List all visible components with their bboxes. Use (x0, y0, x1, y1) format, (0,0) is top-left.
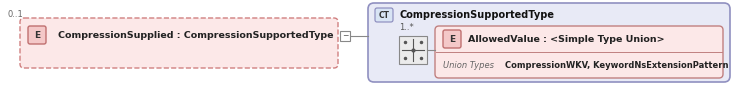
Text: CompressionSupportedType: CompressionSupportedType (400, 10, 555, 20)
Text: Union Types: Union Types (443, 61, 494, 70)
Text: CT: CT (379, 11, 390, 19)
FancyBboxPatch shape (28, 26, 46, 44)
Bar (340, 31, 350, 41)
Text: −: − (342, 32, 348, 40)
FancyBboxPatch shape (443, 30, 461, 48)
FancyBboxPatch shape (20, 18, 338, 68)
Text: E: E (34, 31, 40, 40)
Text: E: E (449, 35, 455, 44)
Text: CompressionSupplied : CompressionSupportedType: CompressionSupplied : CompressionSupport… (58, 31, 334, 40)
FancyBboxPatch shape (375, 8, 393, 22)
Bar (399, 36, 427, 64)
Text: AllowedValue : <Simple Type Union>: AllowedValue : <Simple Type Union> (468, 35, 664, 44)
Text: 1..*: 1..* (399, 23, 414, 32)
FancyBboxPatch shape (368, 3, 730, 82)
Text: 0..1: 0..1 (8, 10, 24, 19)
FancyBboxPatch shape (435, 26, 723, 78)
Text: CompressionWKV, KeywordNsExtensionPattern: CompressionWKV, KeywordNsExtensionPatter… (505, 61, 728, 70)
